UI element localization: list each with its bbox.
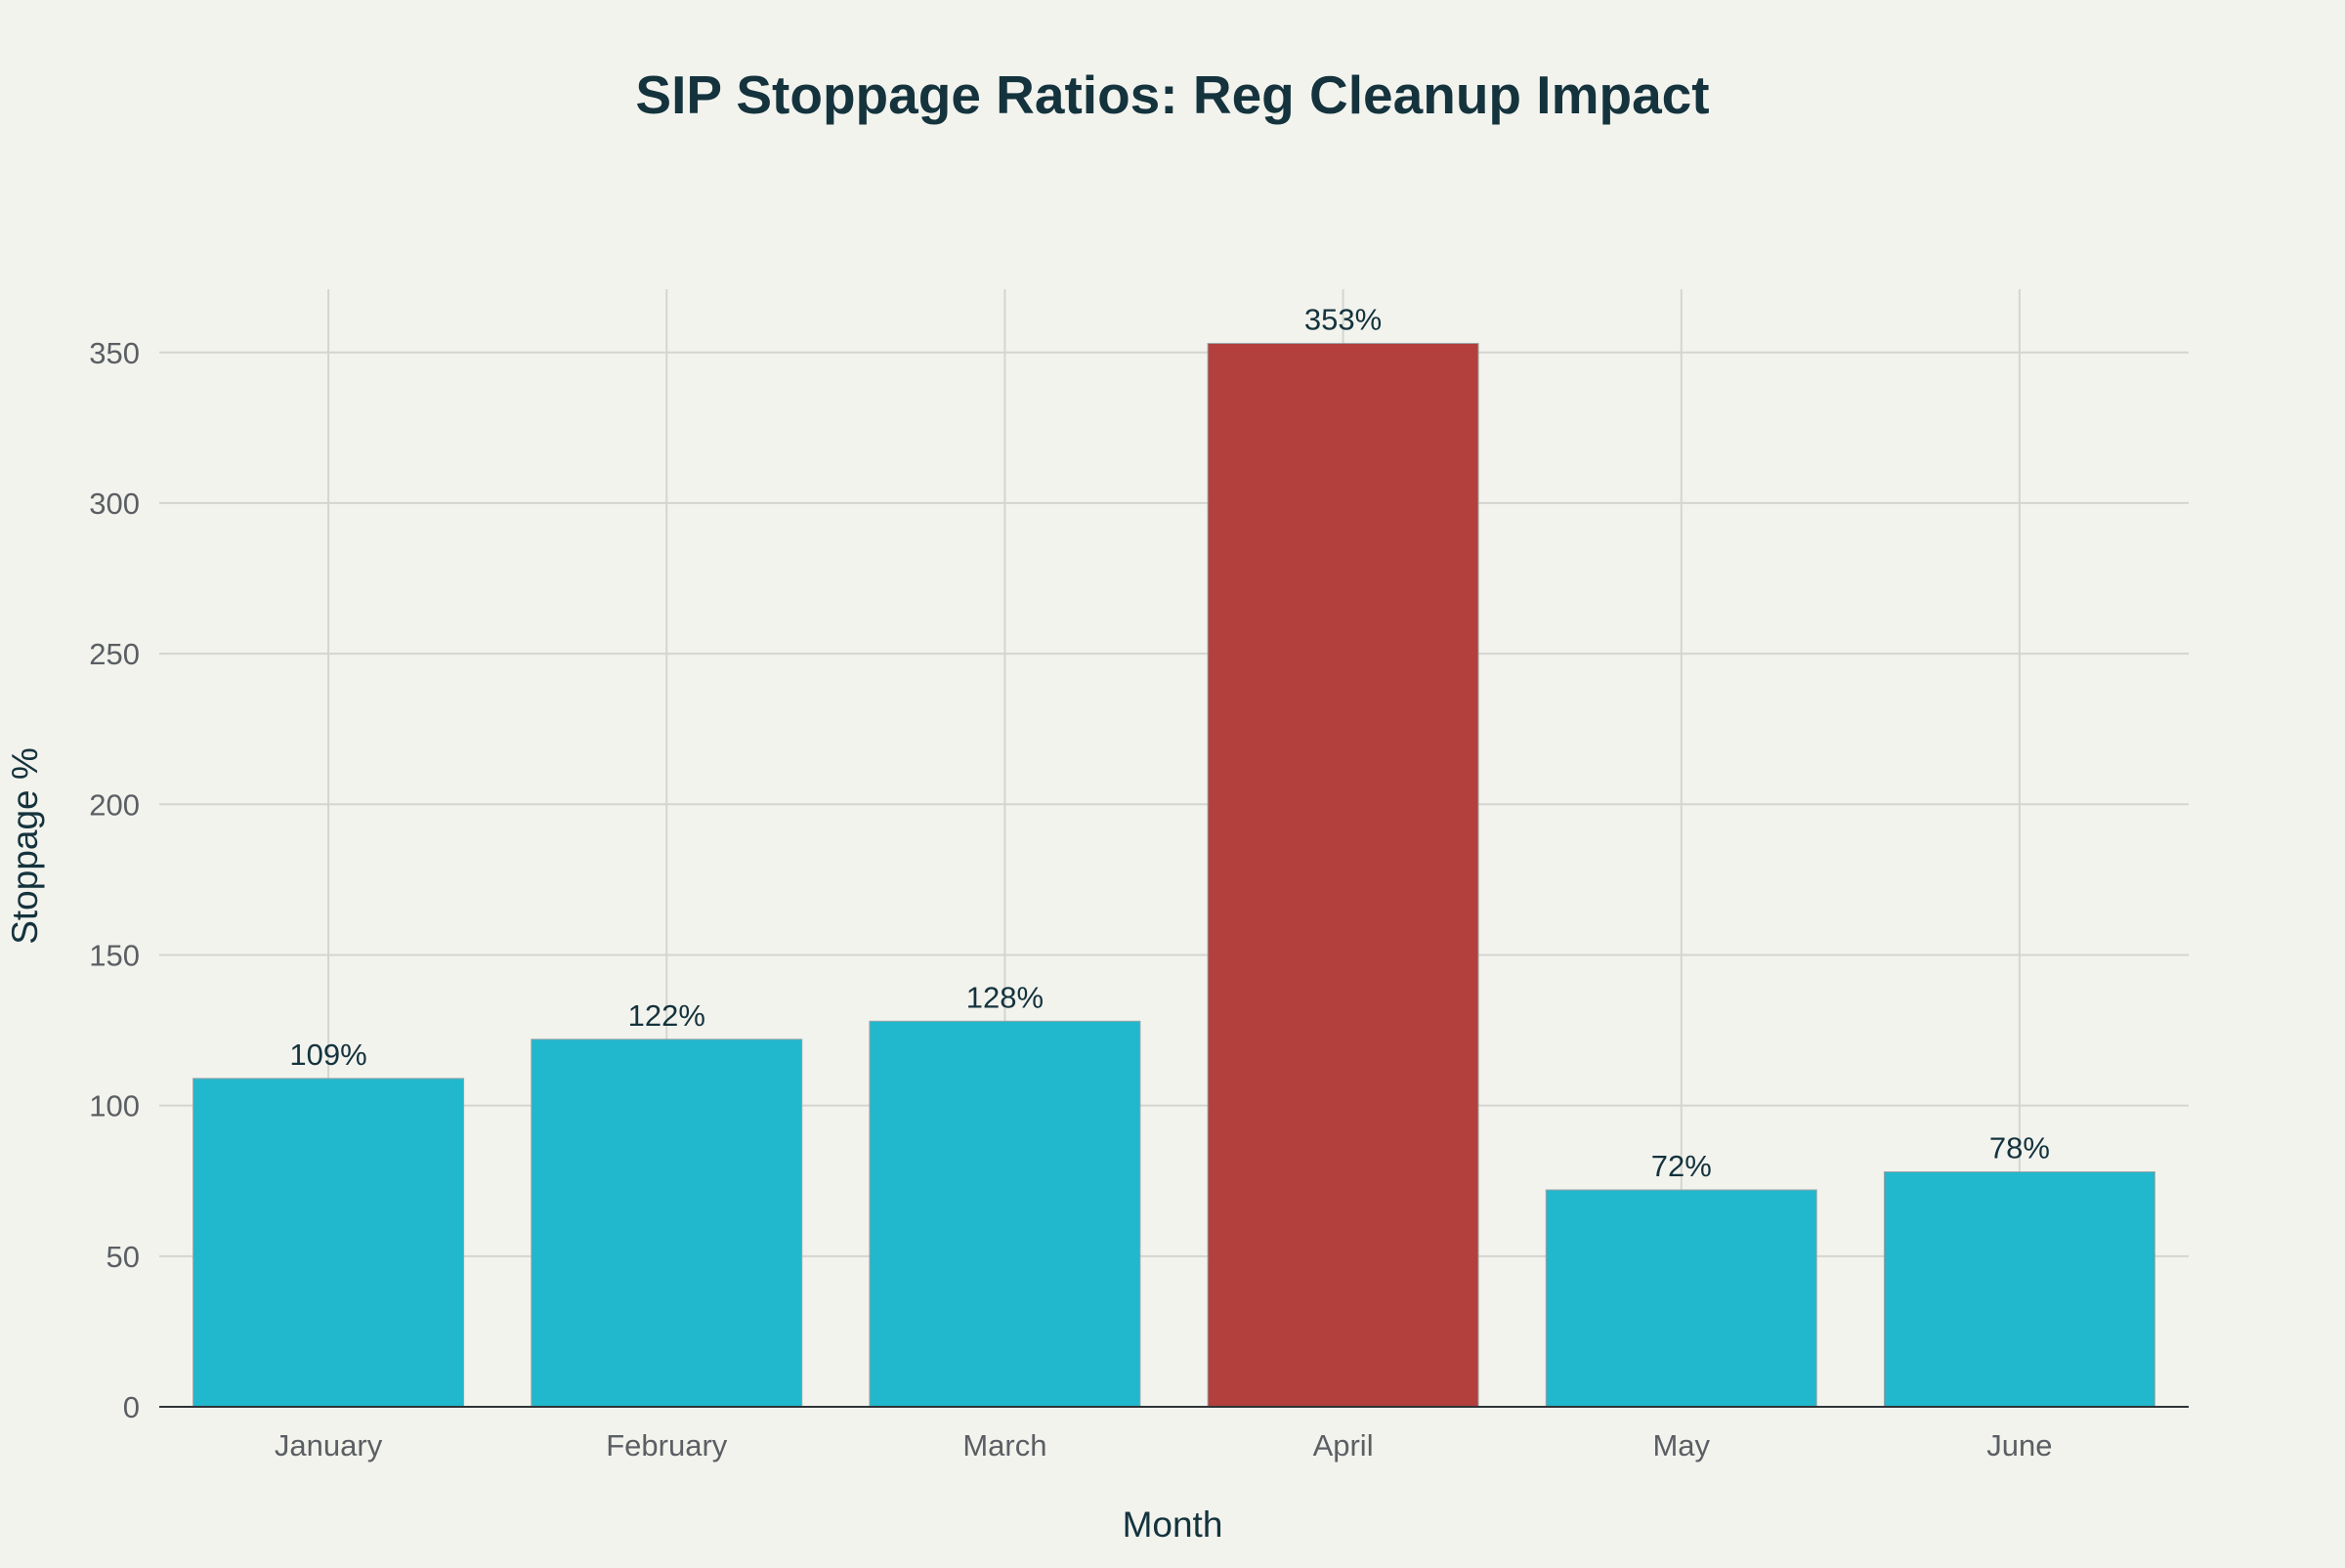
y-tick-label: 100 — [89, 1089, 140, 1123]
y-tick-label: 200 — [89, 787, 140, 822]
x-tick-label: February — [606, 1428, 728, 1462]
data-label: 353% — [1304, 303, 1382, 337]
bar-april — [1207, 343, 1479, 1408]
y-tick-label: 0 — [123, 1390, 140, 1424]
data-label: 78% — [1989, 1130, 2050, 1165]
bar-march — [869, 1020, 1141, 1408]
bar-february — [531, 1038, 803, 1408]
data-label: 128% — [966, 980, 1044, 1014]
x-tick-label: March — [962, 1428, 1046, 1462]
y-tick-label: 300 — [89, 487, 140, 521]
y-tick-label: 350 — [89, 336, 140, 370]
x-tick-label: June — [1986, 1428, 2052, 1462]
chart-title: SIP Stoppage Ratios: Reg Cleanup Impact — [635, 64, 1709, 125]
bar-january — [192, 1078, 465, 1408]
x-tick-label: May — [1652, 1428, 1710, 1462]
y-tick-label: 50 — [107, 1240, 140, 1274]
label-layer: 109% 122% 128% 353% 72% 78% — [289, 303, 2050, 1183]
bar-layer — [192, 343, 2155, 1408]
y-axis-title: Stoppage % — [5, 747, 45, 945]
tick-layer: 0 50 100 150 200 250 300 350 January February Marc… — [89, 336, 2052, 1462]
data-label: 109% — [289, 1038, 366, 1072]
x-tick-label: January — [275, 1428, 383, 1462]
bar-june — [1883, 1170, 2155, 1408]
data-label: 122% — [628, 998, 705, 1033]
y-tick-label: 150 — [89, 938, 140, 972]
y-tick-label: 250 — [89, 637, 140, 671]
x-axis-title: Month — [1123, 1504, 1223, 1545]
x-tick-label: April — [1313, 1428, 1374, 1462]
bar-may — [1545, 1189, 1817, 1408]
data-label: 72% — [1651, 1149, 1712, 1183]
